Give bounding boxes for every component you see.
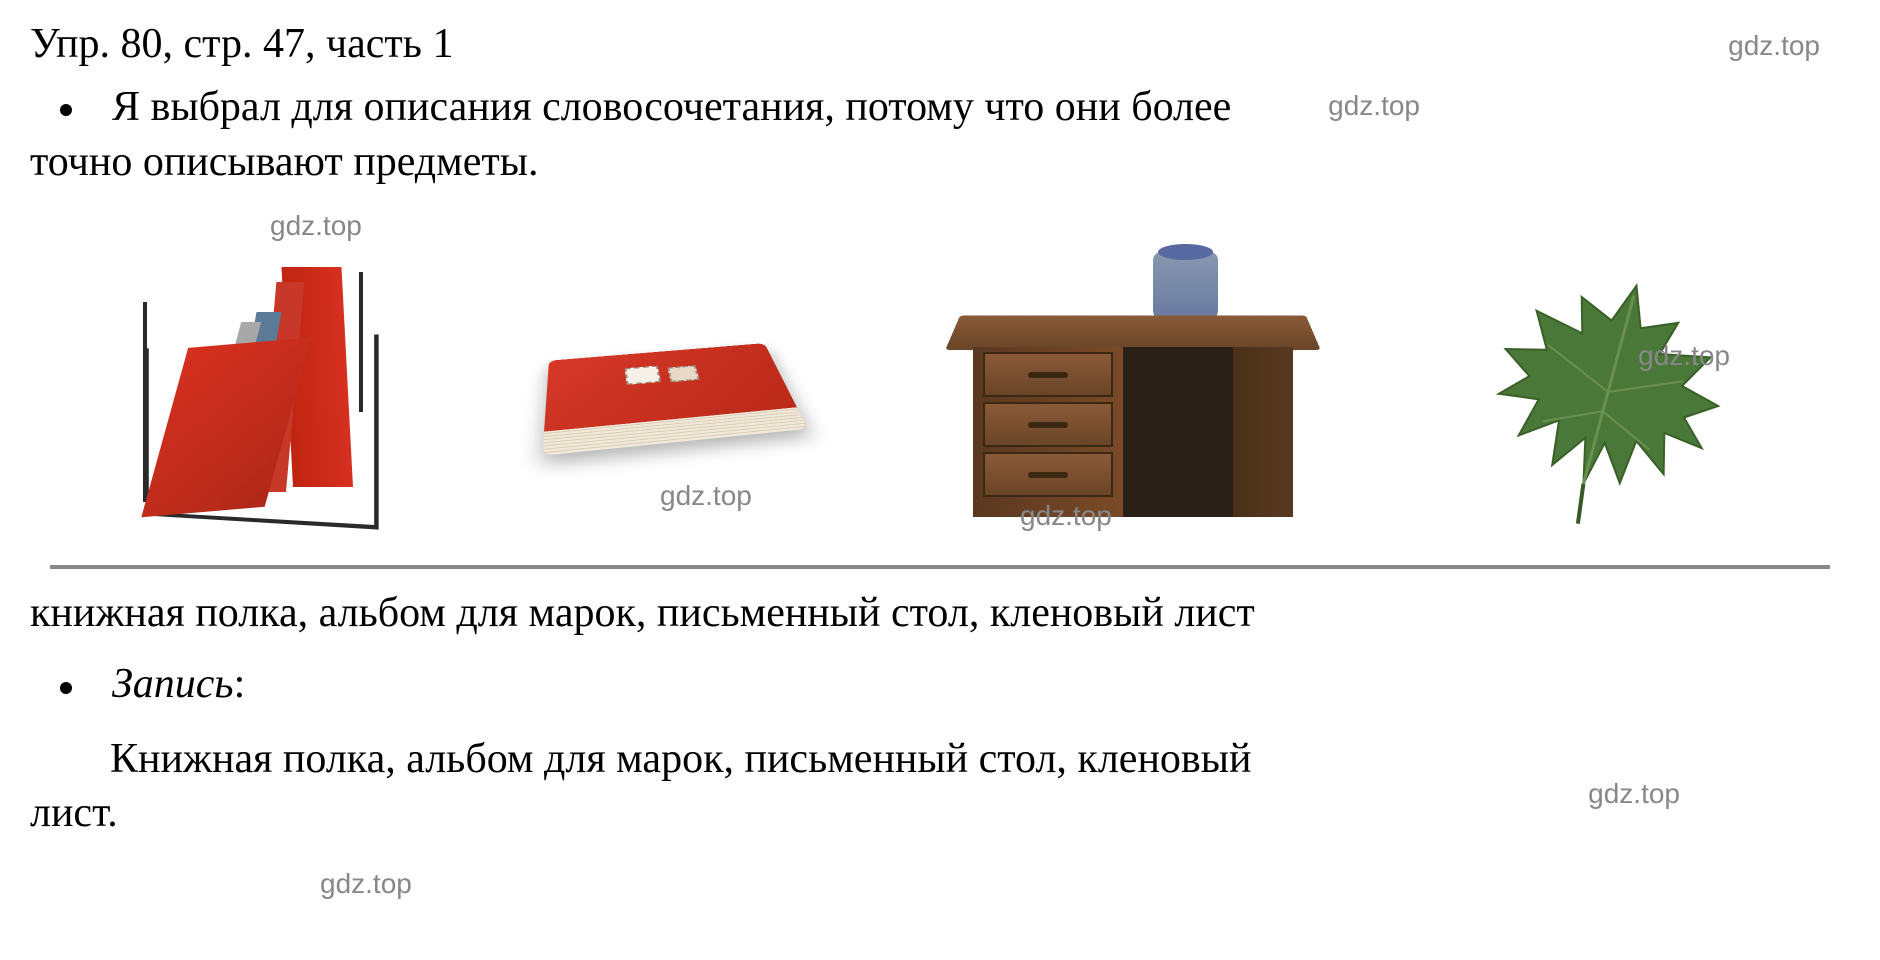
album-icon bbox=[518, 302, 818, 482]
paragraph-1: Я выбрал для описания словосочетания, по… bbox=[30, 80, 1850, 189]
album-image bbox=[518, 302, 818, 482]
bullet-icon bbox=[60, 104, 72, 116]
bullet-icon bbox=[60, 682, 72, 694]
images-row bbox=[50, 229, 1830, 569]
paragraph-1-line-1: Я выбрал для описания словосочетания, по… bbox=[112, 84, 1231, 130]
leaf-image bbox=[1448, 252, 1768, 532]
zapis-row: Запись: bbox=[30, 657, 1850, 712]
desk-image bbox=[943, 252, 1323, 532]
watermark: gdz.top bbox=[320, 868, 412, 900]
exercise-header: Упр. 80, стр. 47, часть 1 bbox=[30, 20, 1850, 68]
image-caption: книжная полка, альбом для марок, письмен… bbox=[30, 589, 1850, 637]
final-line-2: лист. bbox=[30, 790, 118, 836]
zapis-label: Запись bbox=[112, 661, 234, 707]
final-paragraph: Книжная полка, альбом для марок, письмен… bbox=[30, 732, 1850, 841]
desk-icon bbox=[943, 252, 1323, 532]
bookshelf-image bbox=[113, 262, 393, 522]
maple-leaf-icon bbox=[1448, 252, 1768, 532]
bookshelf-icon bbox=[113, 262, 393, 522]
paragraph-1-line-2: точно описывают предметы. bbox=[30, 139, 538, 185]
colon: : bbox=[234, 661, 246, 707]
final-line-1: Книжная полка, альбом для марок, письмен… bbox=[110, 736, 1251, 782]
